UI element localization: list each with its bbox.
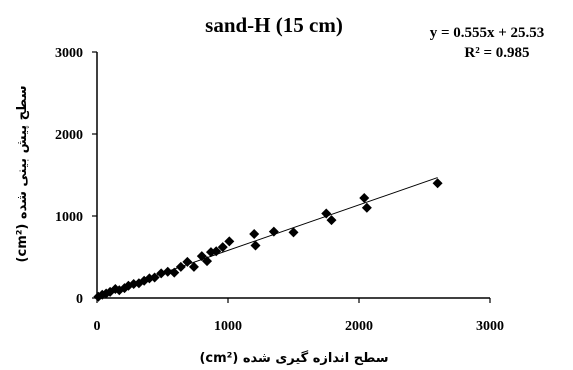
data-point bbox=[288, 227, 299, 238]
x-tick-label: 0 bbox=[94, 319, 101, 334]
y-tick-label: 0 bbox=[76, 292, 83, 307]
data-point bbox=[326, 215, 337, 226]
data-point bbox=[249, 229, 260, 240]
data-point bbox=[432, 178, 443, 189]
data-point bbox=[211, 246, 222, 257]
data-point bbox=[202, 256, 213, 267]
data-point bbox=[359, 192, 370, 203]
plot-area bbox=[96, 52, 490, 299]
x-axis-label: سطح اندازه گیری شده (cm²) bbox=[199, 350, 388, 366]
data-point bbox=[321, 208, 332, 219]
x-axis-ticks: 0 1000 2000 3000 bbox=[94, 298, 504, 334]
chart-title: sand-H (15 cm) bbox=[205, 13, 343, 37]
data-point bbox=[250, 240, 261, 251]
data-point bbox=[162, 266, 173, 277]
y-tick-label: 1000 bbox=[55, 210, 83, 225]
y-axis-label: سطح پیش بینی شده (cm²) bbox=[15, 86, 30, 263]
data-point bbox=[169, 267, 180, 278]
data-point bbox=[361, 202, 372, 213]
data-point bbox=[188, 261, 199, 272]
data-point bbox=[175, 261, 186, 272]
x-tick-label: 3000 bbox=[476, 319, 504, 334]
y-tick-label: 3000 bbox=[55, 46, 83, 61]
r-squared-label: R² = 0.985 bbox=[464, 45, 529, 61]
data-point bbox=[217, 242, 228, 253]
y-tick-label: 2000 bbox=[55, 128, 83, 143]
data-points bbox=[93, 178, 443, 302]
regression-equation: y = 0.555x + 25.53 bbox=[430, 25, 545, 41]
data-point bbox=[182, 256, 193, 267]
data-point bbox=[224, 236, 235, 247]
data-point bbox=[149, 272, 160, 283]
data-point bbox=[196, 251, 207, 262]
x-tick-label: 2000 bbox=[345, 319, 373, 334]
y-axis-ticks: 0 1000 2000 3000 bbox=[55, 46, 97, 307]
data-point bbox=[268, 226, 279, 237]
x-tick-label: 1000 bbox=[214, 319, 242, 334]
